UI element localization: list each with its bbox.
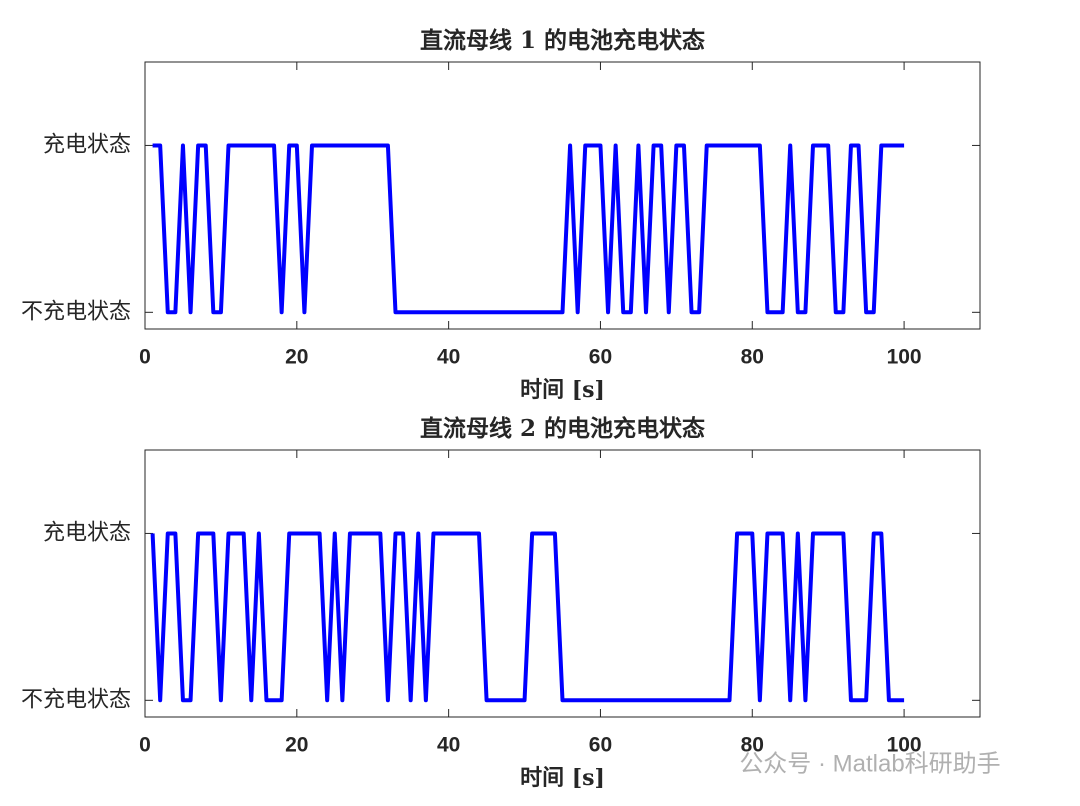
x-tick-label: 100 (887, 346, 922, 369)
x-tick-label: 60 (589, 346, 612, 369)
x-tick-label: 100 (887, 734, 922, 757)
watermark: 公众号 · Matlab科研助手 (739, 750, 1000, 777)
x-axis-label: 时间 [s] (520, 377, 605, 403)
x-tick-label: 80 (741, 734, 764, 757)
chart-title: 直流母线 1 的电池充电状态 (420, 27, 705, 54)
x-tick-label: 60 (589, 734, 612, 757)
y-tick-label: 不充电状态 (21, 299, 131, 324)
data-line (152, 143, 905, 315)
y-tick-label: 充电状态 (43, 520, 131, 545)
x-tick-label: 80 (741, 346, 764, 369)
y-tick-label: 充电状态 (43, 132, 131, 157)
x-tick-label: 0 (139, 734, 151, 757)
x-tick-label: 20 (285, 346, 308, 369)
y-tick-label: 不充电状态 (21, 687, 131, 712)
chart-title: 直流母线 2 的电池充电状态 (420, 415, 705, 442)
x-tick-label: 20 (285, 734, 308, 757)
x-tick-label: 0 (139, 346, 151, 369)
x-tick-label: 40 (437, 346, 460, 369)
x-tick-label: 40 (437, 734, 460, 757)
x-axis-label: 时间 [s] (520, 765, 605, 791)
data-line (150, 531, 905, 703)
